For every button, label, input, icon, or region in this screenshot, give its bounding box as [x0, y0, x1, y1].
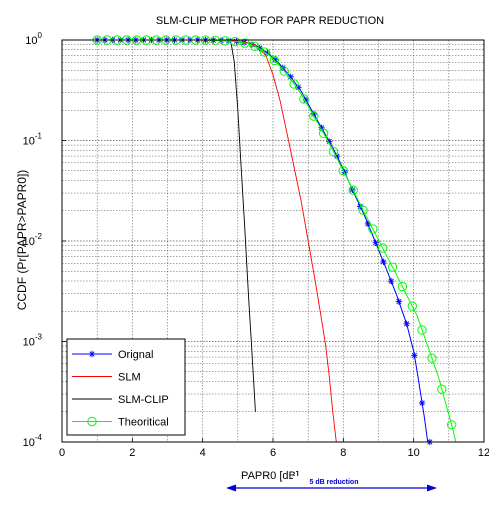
data-point	[418, 399, 426, 407]
data-point	[397, 281, 408, 292]
legend-entry: Orignal	[72, 349, 153, 361]
data-point	[368, 224, 378, 234]
data-point	[387, 262, 398, 272]
data-point	[271, 56, 279, 63]
data-point	[269, 55, 280, 66]
annotation-arrowhead-right	[427, 484, 437, 492]
legend: Orignal SLM SLM-CLIP Theoritical	[66, 338, 186, 436]
legend-entry: SLM	[72, 372, 141, 384]
tick-labels: 0 2 4 6 8 10 12 100 10-1 10-2 10-3 10-4	[23, 31, 489, 459]
annotation-arrowhead-left	[226, 484, 236, 492]
data-point	[250, 41, 260, 52]
data-point	[279, 66, 289, 76]
legend-entry: SLM-CLIP	[72, 394, 169, 406]
data-point	[372, 239, 379, 246]
data-point	[230, 36, 240, 47]
x-tick-label: 4	[200, 447, 206, 459]
y-tick-label: 10-1	[23, 132, 43, 148]
x-tick-label: 6	[270, 447, 276, 459]
x-axis-label: PAPR0 [dB]	[241, 470, 299, 482]
chart-title: SLM-CLIP METHOD FOR PAPR REDUCTION	[156, 15, 384, 27]
legend-label: SLM	[118, 372, 141, 384]
data-point	[309, 111, 319, 121]
legend-label: SLM-CLIP	[118, 394, 169, 406]
data-point	[427, 353, 437, 363]
data-point	[348, 185, 358, 195]
legend-label: Theoritical	[118, 417, 169, 429]
y-tick-label: 100	[25, 31, 42, 47]
data-point	[411, 352, 418, 359]
data-point	[287, 73, 294, 81]
data-point	[338, 166, 349, 176]
y-tick-label: 10-3	[23, 333, 43, 349]
data-point	[328, 146, 339, 157]
y-tick-label: 10-2	[23, 232, 43, 248]
data-point	[403, 320, 410, 328]
x-tick-label: 10	[408, 447, 420, 459]
x-tick-label: 8	[340, 447, 346, 459]
series-line	[97, 39, 337, 443]
data-point	[387, 278, 395, 285]
data-point	[378, 243, 388, 253]
data-point	[417, 325, 427, 335]
legend-label: Orignal	[118, 349, 153, 361]
reduction-annotation: 5 dB reduction	[226, 476, 437, 492]
y-axis-label: CCDF (Pr[PAPR>PAPR0])	[15, 170, 29, 311]
data-point	[358, 205, 368, 215]
data-point	[259, 47, 270, 57]
data-point	[318, 128, 329, 139]
data-point	[289, 79, 299, 89]
x-tick-label: 12	[478, 447, 489, 459]
data-point	[380, 258, 387, 266]
data-point	[437, 384, 447, 394]
data-point	[446, 420, 457, 430]
data-point	[299, 94, 309, 104]
data-point	[220, 36, 230, 46]
data-point	[88, 350, 96, 358]
data-point	[240, 38, 250, 48]
series-slm	[97, 39, 337, 443]
annotation-text-bg	[293, 476, 375, 486]
data-point	[279, 64, 287, 72]
data-point	[395, 298, 403, 305]
legend-box	[66, 338, 186, 436]
series-layer	[92, 35, 457, 446]
legend-entry: Theoritical	[72, 417, 169, 429]
x-tick-label: 2	[129, 447, 135, 459]
annotation-text: 5 dB reduction	[309, 479, 358, 486]
data-point	[87, 416, 97, 427]
y-tick-label: 10-4	[23, 433, 43, 449]
data-point	[407, 301, 417, 311]
series-theoritical	[92, 35, 457, 443]
x-tick-label: 0	[59, 447, 65, 459]
